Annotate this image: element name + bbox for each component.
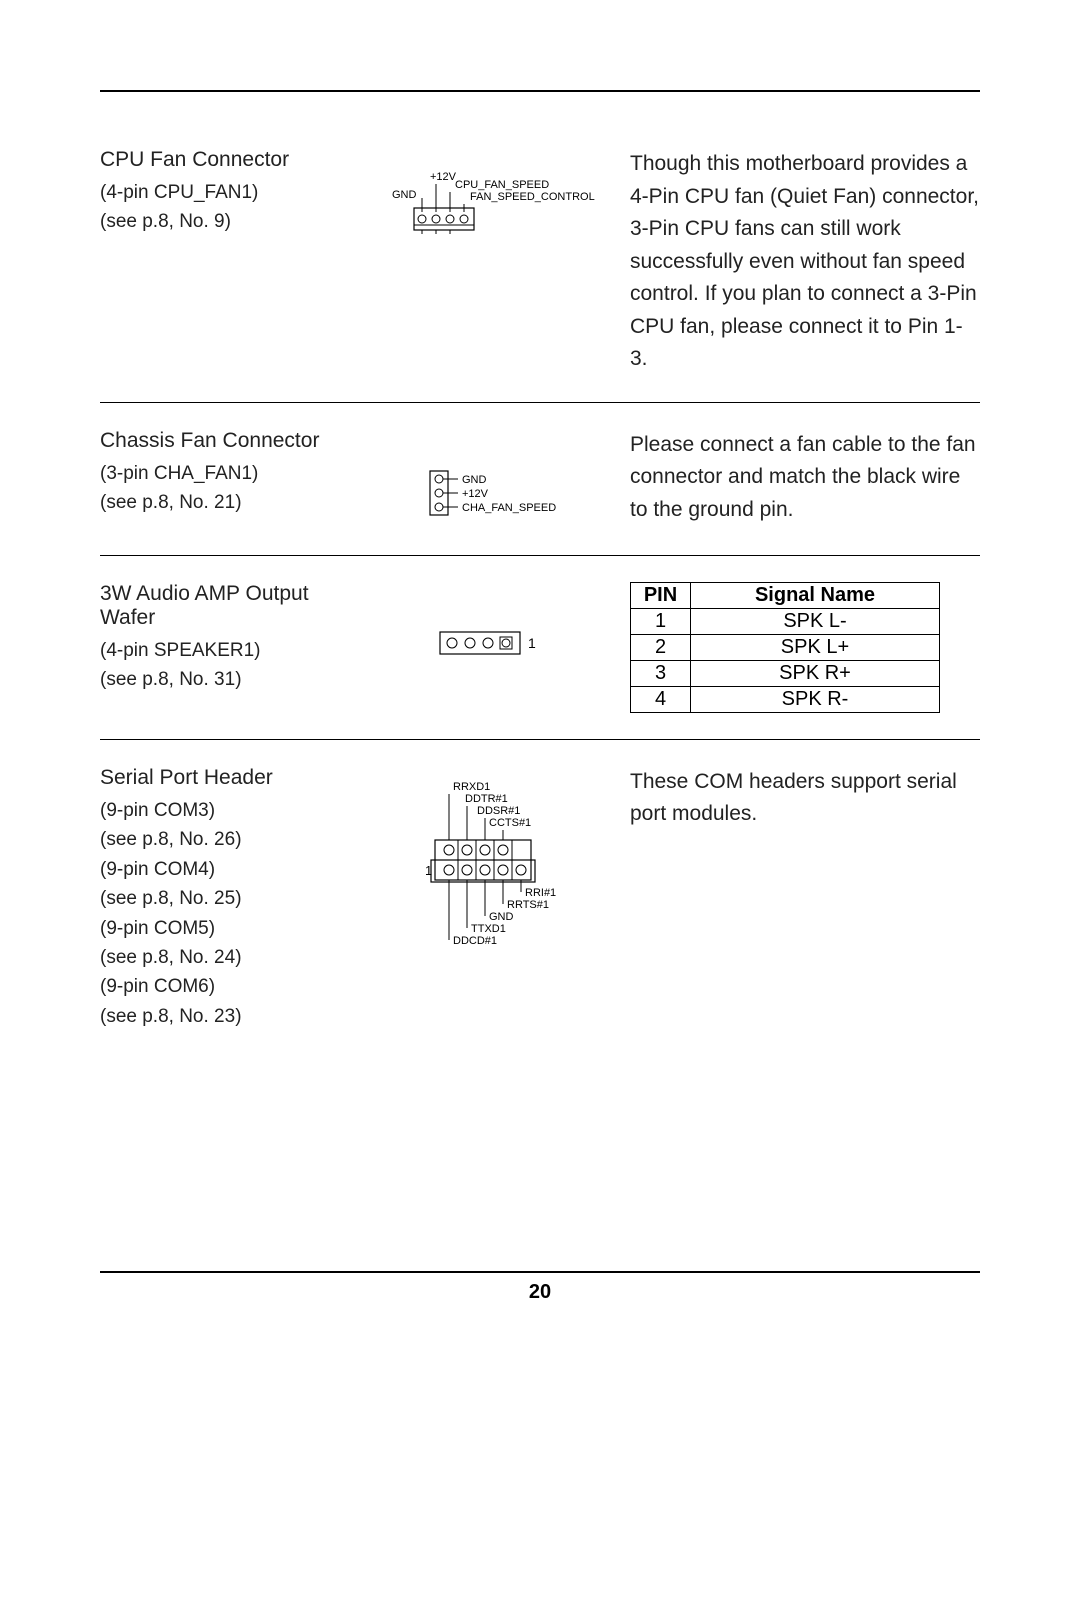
section1-title: CPU Fan Connector: [100, 148, 360, 172]
top-rule: [100, 90, 980, 92]
section4-sub2: (9-pin COM4): [100, 855, 360, 884]
section3-left: 3W Audio AMP Output Wafer (4-pin SPEAKER…: [100, 582, 360, 695]
section4-sub0: (9-pin COM3): [100, 796, 360, 825]
section2-right: Please connect a fan cable to the fan co…: [620, 429, 980, 527]
bottom-rule: [100, 1271, 980, 1273]
pin1-label: 1: [528, 635, 536, 651]
speaker-pin-table: PIN Signal Name 1 SPK L- 2 SPK L+ 3 SPK …: [630, 582, 940, 713]
speaker-diagram-icon: 1: [420, 624, 560, 664]
section-cpu-fan: CPU Fan Connector (4-pin CPU_FAN1) (see …: [100, 148, 980, 376]
section4-desc: These COM headers support serial port mo…: [630, 766, 980, 831]
label-ttxd1: TTXD1: [471, 923, 506, 935]
section4-sub3: (see p.8, No. 25): [100, 884, 360, 913]
cell-signal: SPK L+: [691, 634, 940, 660]
section-serial-port: Serial Port Header (9-pin COM3) (see p.8…: [100, 766, 980, 1032]
divider-1: [100, 402, 980, 403]
th-signal: Signal Name: [691, 582, 940, 608]
table-row: 1 SPK L-: [631, 608, 940, 634]
label-ddsr1: DDSR#1: [477, 805, 520, 817]
cpu-fan-diagram-icon: GND +12V CPU_FAN_SPEED FAN_SPEED_CONTROL: [380, 148, 600, 238]
section4-diagram: RRXD1 DDTR#1 DDSR#1 CCTS#1: [360, 766, 620, 976]
label-rrts1: RRTS#1: [507, 899, 549, 911]
section-audio-amp: 3W Audio AMP Output Wafer (4-pin SPEAKER…: [100, 582, 980, 713]
section4-sub4: (9-pin COM5): [100, 914, 360, 943]
section1-right: Though this motherboard provides a 4-Pin…: [620, 148, 980, 376]
section4-sub5: (see p.8, No. 24): [100, 943, 360, 972]
cell-pin: 2: [631, 634, 691, 660]
section2-desc: Please connect a fan cable to the fan co…: [630, 429, 980, 527]
section1-left: CPU Fan Connector (4-pin CPU_FAN1) (see …: [100, 148, 360, 237]
cell-signal: SPK R+: [691, 660, 940, 686]
label-ccts1: CCTS#1: [489, 817, 531, 829]
cell-signal: SPK L-: [691, 608, 940, 634]
section3-right: PIN Signal Name 1 SPK L- 2 SPK L+ 3 SPK …: [620, 582, 980, 713]
table-row: 2 SPK L+: [631, 634, 940, 660]
table-row: 3 SPK R+: [631, 660, 940, 686]
divider-3: [100, 739, 980, 740]
section1-diagram: GND +12V CPU_FAN_SPEED FAN_SPEED_CONTROL: [360, 148, 620, 238]
cha-fan-diagram-icon: GND +12V CHA_FAN_SPEED: [390, 459, 590, 529]
label-gnd3: GND: [489, 911, 514, 923]
label-fanspeed: CPU_FAN_SPEED: [455, 179, 549, 191]
section3-sub1: (4-pin SPEAKER1): [100, 636, 360, 665]
cell-pin: 3: [631, 660, 691, 686]
section4-left: Serial Port Header (9-pin COM3) (see p.8…: [100, 766, 360, 1032]
section2-sub1: (3-pin CHA_FAN1): [100, 459, 360, 488]
section1-desc: Though this motherboard provides a 4-Pin…: [630, 148, 980, 376]
section1-sub2: (see p.8, No. 9): [100, 207, 360, 236]
section4-sub1: (see p.8, No. 26): [100, 825, 360, 854]
page-number: 20: [100, 1281, 980, 1304]
label-chaspeed: CHA_FAN_SPEED: [462, 502, 556, 514]
label-12v2: +12V: [462, 488, 489, 500]
label-ddtr1: DDTR#1: [465, 793, 508, 805]
section4-sub6: (9-pin COM6): [100, 972, 360, 1001]
divider-2: [100, 555, 980, 556]
section3-title: 3W Audio AMP Output Wafer: [100, 582, 360, 630]
com-header-diagram-icon: RRXD1 DDTR#1 DDSR#1 CCTS#1: [395, 776, 585, 976]
label-gnd: GND: [392, 189, 417, 201]
section3-sub2: (see p.8, No. 31): [100, 665, 360, 694]
section2-title: Chassis Fan Connector: [100, 429, 360, 453]
label-rrxd1: RRXD1: [453, 781, 490, 793]
label-speedctrl: FAN_SPEED_CONTROL: [470, 191, 595, 203]
label-12v: +12V: [430, 171, 457, 183]
label-ddcd1: DDCD#1: [453, 935, 497, 947]
section3-diagram: 1: [360, 582, 620, 664]
label-rri1: RRI#1: [525, 887, 556, 899]
section4-title: Serial Port Header: [100, 766, 360, 790]
section-chassis-fan: Chassis Fan Connector (3-pin CHA_FAN1) (…: [100, 429, 980, 529]
table-row: 4 SPK R-: [631, 686, 940, 712]
section2-diagram: GND +12V CHA_FAN_SPEED: [360, 429, 620, 529]
section2-sub2: (see p.8, No. 21): [100, 488, 360, 517]
cell-pin: 1: [631, 608, 691, 634]
cell-pin: 4: [631, 686, 691, 712]
cell-signal: SPK R-: [691, 686, 940, 712]
section4-sub7: (see p.8, No. 23): [100, 1002, 360, 1031]
section1-sub1: (4-pin CPU_FAN1): [100, 178, 360, 207]
section4-right: These COM headers support serial port mo…: [620, 766, 980, 831]
section2-left: Chassis Fan Connector (3-pin CHA_FAN1) (…: [100, 429, 360, 518]
th-pin: PIN: [631, 582, 691, 608]
label-gnd2: GND: [462, 474, 487, 486]
